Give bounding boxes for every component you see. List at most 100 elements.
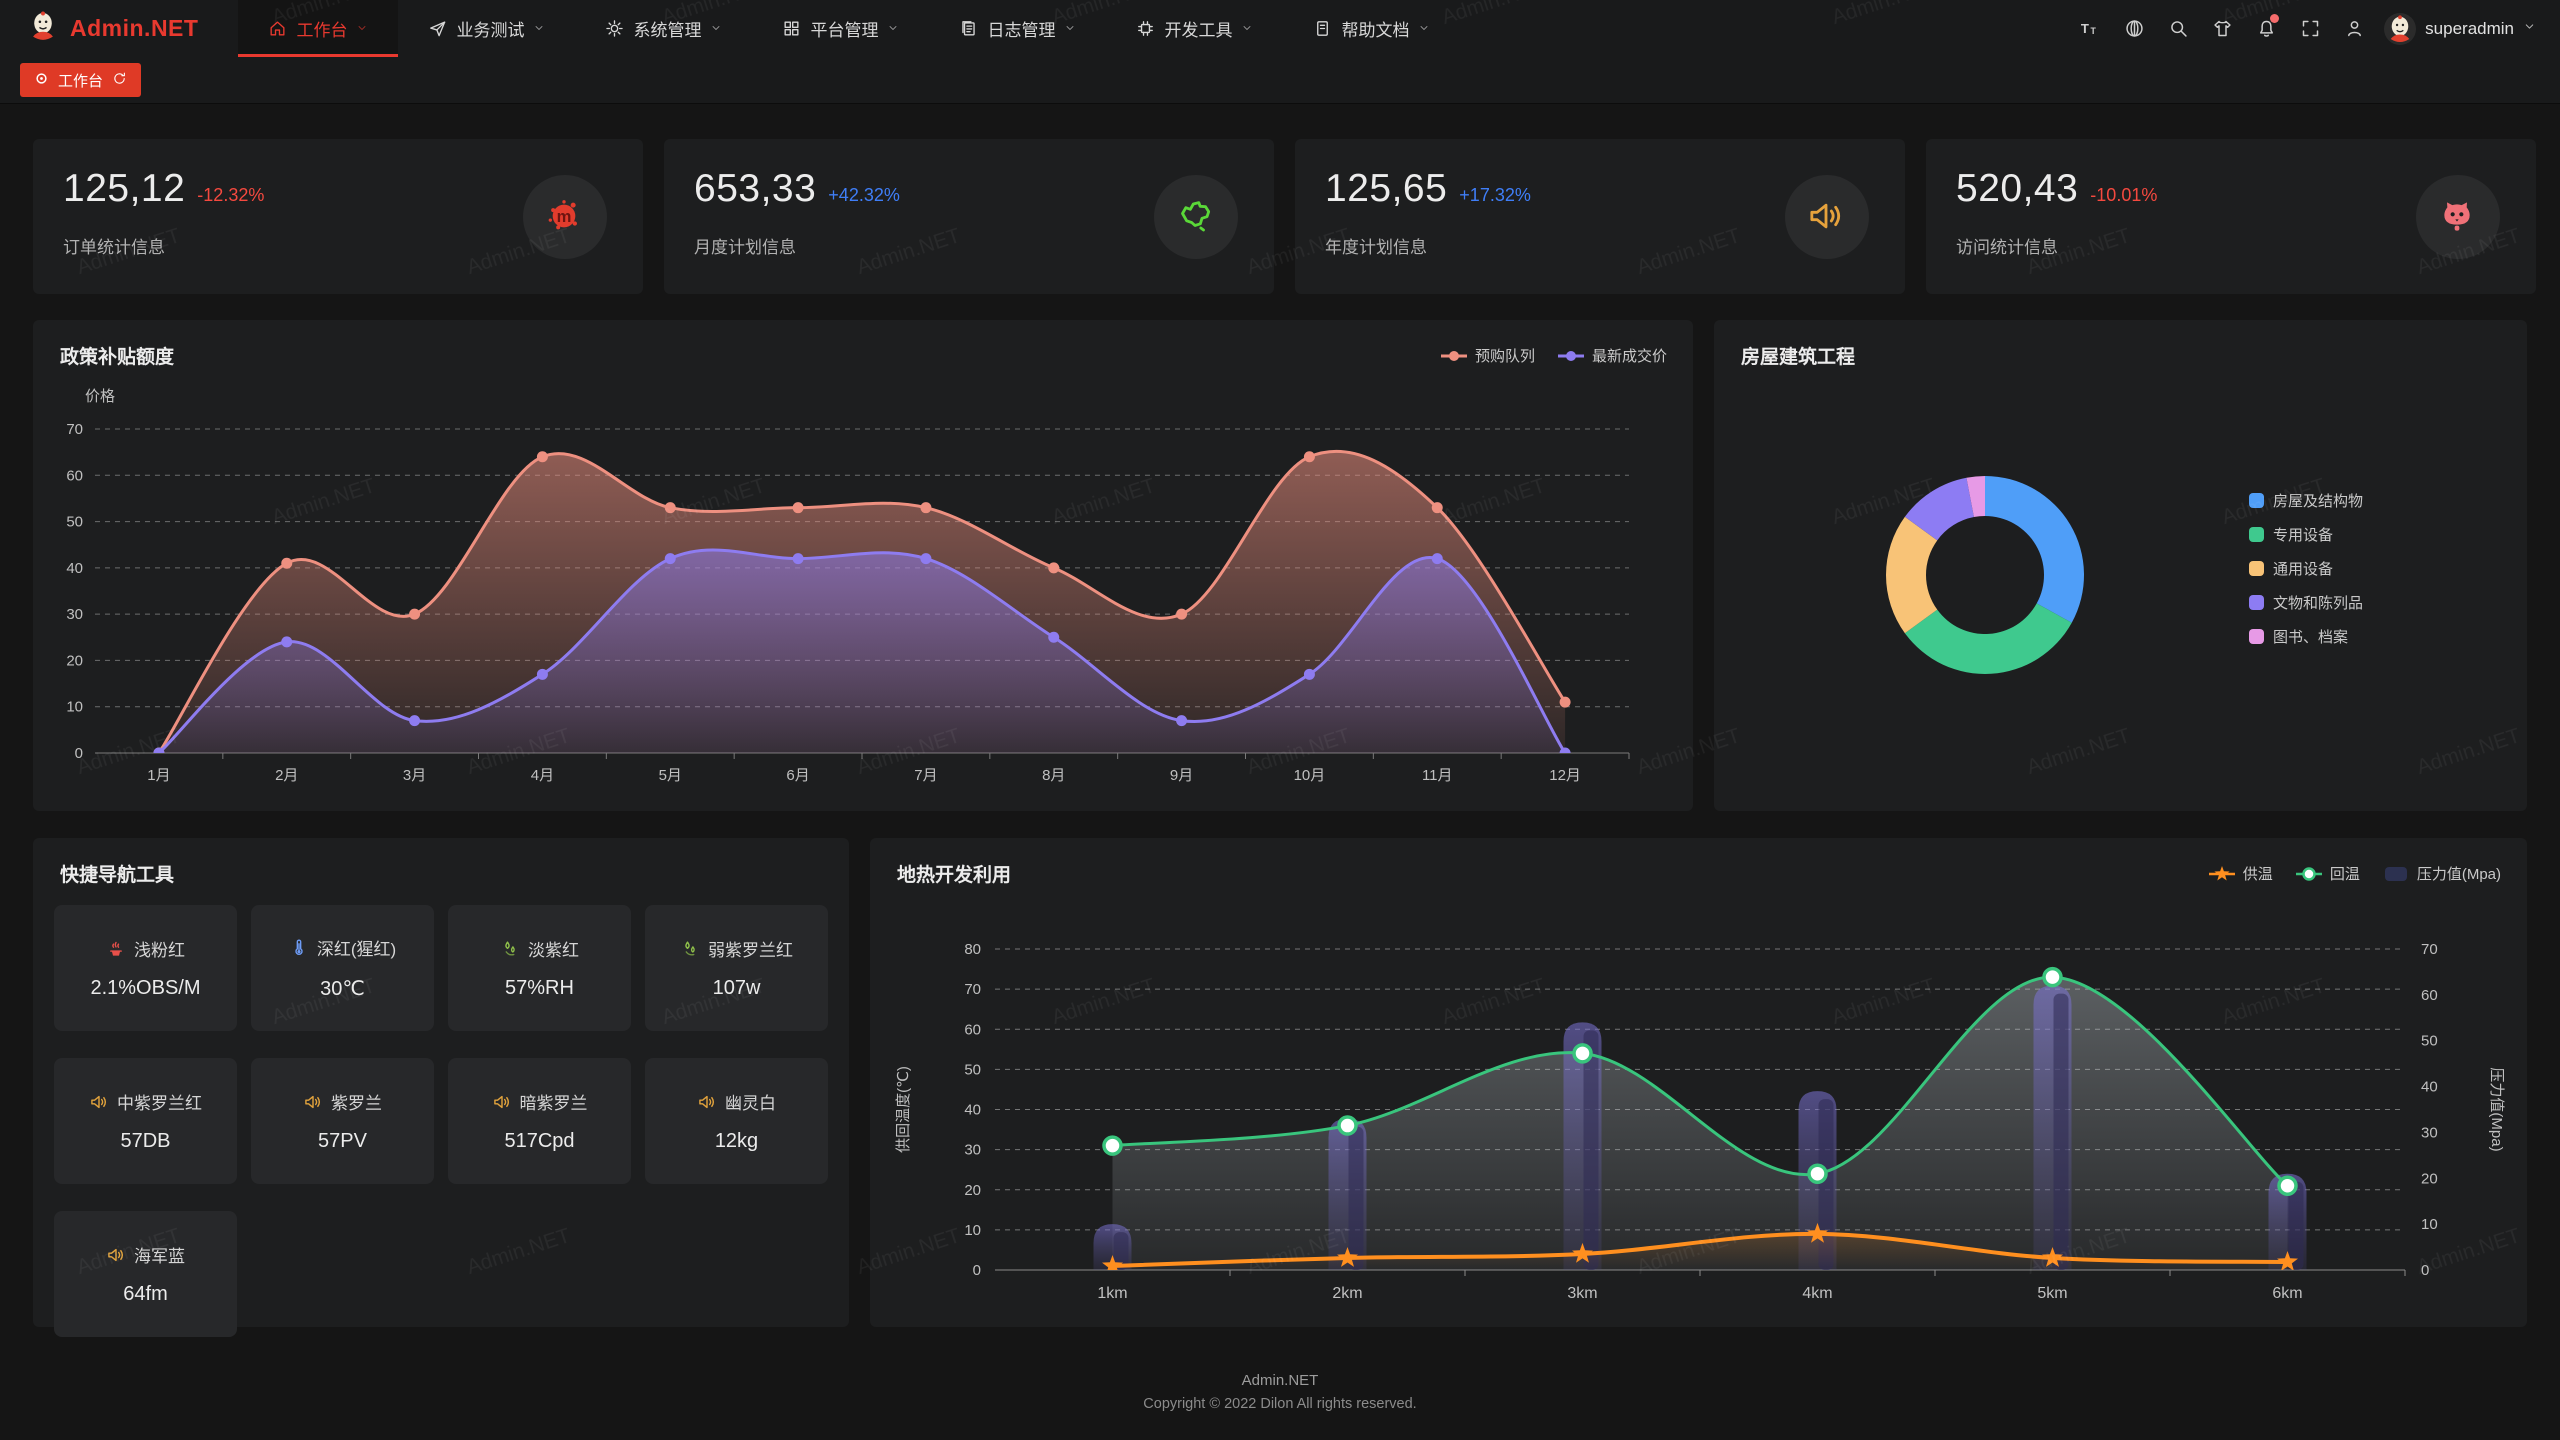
svg-text:12月: 12月 bbox=[1549, 767, 1581, 784]
quick-nav-tile-1[interactable]: 浅粉红 2.1%OBS/M bbox=[54, 905, 237, 1031]
stat-icon-circle bbox=[1154, 175, 1238, 259]
search-icon[interactable] bbox=[2156, 0, 2200, 57]
donut-slice-4[interactable] bbox=[1904, 477, 1974, 541]
svg-text:60: 60 bbox=[66, 467, 83, 484]
tile-name-row: 海军蓝 bbox=[106, 1242, 185, 1267]
svg-text:价格: 价格 bbox=[85, 388, 115, 405]
stat-value: 125,65 bbox=[1325, 167, 1448, 210]
tile-name: 浅粉红 bbox=[134, 941, 185, 960]
theme-icon[interactable] bbox=[2200, 0, 2244, 57]
legend-item-2[interactable]: 最新成交价 bbox=[1557, 345, 1667, 366]
legend-label: 专用设备 bbox=[2273, 527, 2334, 544]
donut-legend-item-3[interactable]: 通用设备 bbox=[2249, 558, 2363, 579]
legend-swatch bbox=[2249, 595, 2264, 610]
app-logo[interactable]: Admin.NET bbox=[0, 0, 238, 57]
legend-swatch bbox=[2249, 493, 2264, 508]
paint-splat-icon: m bbox=[544, 196, 586, 238]
svg-text:50: 50 bbox=[66, 514, 83, 531]
menu-item-6[interactable]: 开发工具 bbox=[1106, 0, 1283, 57]
tile-name: 幽灵白 bbox=[725, 1094, 776, 1113]
donut-slice-3[interactable] bbox=[1886, 516, 1938, 634]
donut-slice-5[interactable] bbox=[1966, 476, 1985, 518]
tile-value: 57PV bbox=[318, 1130, 367, 1152]
tile-name: 深红(猩红) bbox=[316, 940, 397, 959]
building-project-panel: 房屋建筑工程 房屋及结构物 专用设备 通用设备 文物和陈列品 图书、档案 bbox=[1714, 320, 2527, 811]
tile-value: 64fm bbox=[123, 1283, 168, 1305]
quick-nav-tile-4[interactable]: 弱紫罗兰红 107w bbox=[645, 905, 828, 1031]
stat-delta: +17.32% bbox=[1459, 185, 1531, 205]
menu-item-4[interactable]: 平台管理 bbox=[752, 0, 929, 57]
quick-nav-tile-6[interactable]: 紫罗兰 57PV bbox=[251, 1058, 434, 1184]
quick-nav-tile-8[interactable]: 幽灵白 12kg bbox=[645, 1058, 828, 1184]
line-bar-chart: 0 10 20 30 40 50 60 70 80 0 10 20 30 40 50 60 70 供回温度(℃) 压… bbox=[870, 838, 2527, 1332]
menu-item-3[interactable]: 系统管理 bbox=[575, 0, 752, 57]
area-chart: 0 10 20 30 40 50 60 70 价格 1月 2月 3月 4月 5月 6月 7月 8月 9月 10月 11… bbox=[33, 320, 1693, 816]
menu-item-7[interactable]: 帮助文档 bbox=[1283, 0, 1460, 57]
donut-legend-item-2[interactable]: 专用设备 bbox=[2249, 524, 2363, 545]
donut-legend-item-4[interactable]: 文物和陈列品 bbox=[2249, 592, 2363, 613]
quick-nav-tile-9[interactable]: 海军蓝 64fm bbox=[54, 1211, 237, 1337]
stat-delta: -12.32% bbox=[197, 185, 265, 205]
donut-slice-2[interactable] bbox=[1904, 603, 2072, 674]
footer-copyright: Copyright © 2022 Dilon All rights reserv… bbox=[1143, 1396, 1417, 1412]
legend-item-1[interactable]: 供温 bbox=[2208, 863, 2273, 884]
notification-icon[interactable] bbox=[2244, 0, 2288, 57]
stat-value-row: 520,43 -10.01% bbox=[1956, 167, 2506, 211]
stat-delta: -10.01% bbox=[2090, 185, 2158, 205]
svg-text:60: 60 bbox=[964, 1021, 981, 1038]
chevron-down-icon bbox=[1241, 19, 1253, 39]
svg-text:60: 60 bbox=[2421, 987, 2438, 1004]
tile-name-row: 紫罗兰 bbox=[303, 1089, 382, 1114]
menu-item-2[interactable]: 业务测试 bbox=[398, 0, 575, 57]
legend-label: 压力值(Mpa) bbox=[2416, 866, 2501, 883]
speaker-icon bbox=[106, 1245, 126, 1265]
donut-slice-1[interactable] bbox=[1985, 476, 2084, 623]
tab-workbench[interactable]: 工作台 bbox=[20, 63, 142, 97]
tile-name: 紫罗兰 bbox=[331, 1094, 382, 1113]
user-menu[interactable]: superadmin bbox=[2384, 12, 2536, 45]
legend-item-2[interactable]: 回温 bbox=[2295, 863, 2360, 884]
quick-nav-tile-3[interactable]: 淡紫红 57%RH bbox=[448, 905, 631, 1031]
stat-value-row: 125,65 +17.32% bbox=[1325, 167, 1875, 211]
svg-text:20: 20 bbox=[66, 652, 83, 669]
tile-name: 海军蓝 bbox=[134, 1247, 185, 1266]
svg-text:6km: 6km bbox=[2272, 1285, 2302, 1302]
chevron-down-icon bbox=[2523, 20, 2536, 38]
language-icon[interactable] bbox=[2112, 0, 2156, 57]
stat-icon-circle: m bbox=[523, 175, 607, 259]
quick-nav-tile-7[interactable]: 暗紫罗兰 517Cpd bbox=[448, 1058, 631, 1184]
menu-item-5[interactable]: 日志管理 bbox=[929, 0, 1106, 57]
fullscreen-icon[interactable] bbox=[2288, 0, 2332, 57]
policy-subsidy-panel: 政策补贴额度 预购队列 最新成交价 0 10 20 30 40 50 60 70 价格 1月 2月 3月… bbox=[33, 320, 1693, 811]
tile-name-row: 弱紫罗兰红 bbox=[680, 936, 793, 961]
quick-nav-tile-2[interactable]: 深红(猩红) 30℃ bbox=[251, 905, 434, 1031]
tile-name-row: 幽灵白 bbox=[697, 1089, 776, 1114]
stat-card-4: 520,43 -10.01% 访问统计信息 bbox=[1926, 139, 2536, 294]
speaker-icon bbox=[303, 1092, 323, 1112]
svg-text:T: T bbox=[2081, 21, 2089, 36]
svg-text:10: 10 bbox=[66, 699, 83, 716]
tile-name-row: 深红(猩红) bbox=[289, 935, 396, 960]
svg-text:供回温度(℃): 供回温度(℃) bbox=[895, 1066, 912, 1153]
refresh-icon[interactable] bbox=[112, 71, 127, 90]
menu-item-label: 日志管理 bbox=[987, 21, 1056, 40]
donut-legend-item-5[interactable]: 图书、档案 bbox=[2249, 626, 2363, 647]
legend-item-1[interactable]: 预购队列 bbox=[1440, 345, 1535, 366]
chevron-down-icon bbox=[356, 19, 368, 39]
quick-nav-tile-5[interactable]: 中紫罗兰红 57DB bbox=[54, 1058, 237, 1184]
menu-item-1[interactable]: 工作台 bbox=[238, 0, 399, 57]
person-icon[interactable] bbox=[2332, 0, 2376, 57]
svg-text:30: 30 bbox=[964, 1142, 981, 1159]
svg-text:80: 80 bbox=[964, 941, 981, 958]
svg-text:2月: 2月 bbox=[275, 767, 298, 784]
tile-name: 弱紫罗兰红 bbox=[708, 941, 793, 960]
doc-icon bbox=[1313, 19, 1332, 38]
svg-text:m: m bbox=[557, 207, 572, 226]
svg-text:3月: 3月 bbox=[403, 767, 426, 784]
donut-legend-item-1[interactable]: 房屋及结构物 bbox=[2249, 490, 2363, 511]
stat-value-row: 125,12 -12.32% bbox=[63, 167, 613, 211]
tile-value: 57DB bbox=[120, 1130, 171, 1152]
legend-item-3[interactable]: 压力值(Mpa) bbox=[2382, 863, 2501, 884]
